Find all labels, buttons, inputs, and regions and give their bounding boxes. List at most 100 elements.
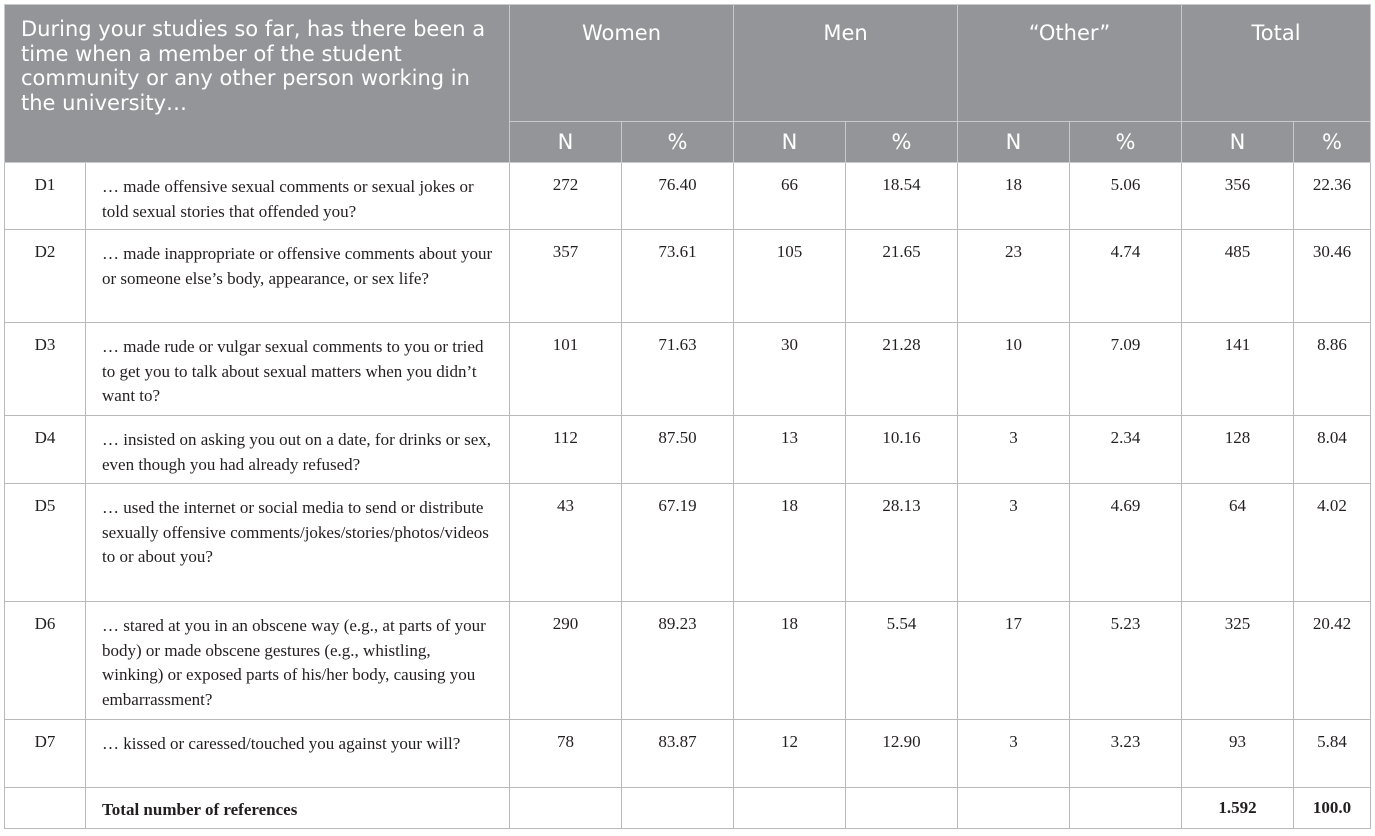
row-question: … made inappropriate or offensive commen… [85, 229, 510, 323]
row-id: D2 [4, 229, 86, 323]
table-row: D4 … insisted on asking you out on a dat… [4, 415, 1372, 484]
cell-other-pct: 7.09 [1069, 322, 1183, 416]
cell-men-n: 30 [733, 322, 847, 416]
total-references-pct: 100.0 [1293, 787, 1372, 829]
table-row: D1 … made offensive sexual comments or s… [4, 162, 1372, 230]
cell-total-pct: 20.42 [1293, 601, 1372, 720]
row-question: … kissed or caressed/touched you against… [85, 719, 510, 788]
cell-other-pct: 4.74 [1069, 229, 1183, 323]
cell-other-pct: 5.06 [1069, 162, 1183, 230]
subheader-men-n: N [733, 121, 847, 163]
cell-men-pct: 21.65 [845, 229, 959, 323]
subheader-total-pct: % [1293, 121, 1372, 163]
cell-total-n: 93 [1181, 719, 1295, 788]
cell-women-n: 112 [509, 415, 622, 484]
question-header: During your studies so far, has there be… [4, 4, 510, 163]
cell-men-pct: 28.13 [845, 483, 959, 602]
cell-men-n: 18 [733, 601, 847, 720]
subheader-women-pct: % [620, 121, 735, 163]
cell-women-n: 290 [509, 601, 622, 720]
empty-cell [620, 787, 735, 829]
cell-women-pct: 76.40 [620, 162, 735, 230]
table-row: D7 … kissed or caressed/touched you agai… [4, 719, 1372, 788]
total-row-id-cell [4, 787, 86, 829]
row-question: … stared at you in an obscene way (e.g.,… [85, 601, 510, 720]
group-header-men: Men [733, 4, 959, 122]
total-row-label: Total number of references [85, 787, 510, 829]
cell-other-n: 18 [957, 162, 1071, 230]
cell-total-pct: 8.86 [1293, 322, 1372, 416]
cell-women-pct: 89.23 [620, 601, 735, 720]
total-references-n: 1.592 [1181, 787, 1295, 829]
empty-cell [509, 787, 622, 829]
group-header-total: Total [1181, 4, 1372, 122]
cell-women-n: 78 [509, 719, 622, 788]
cell-other-n: 3 [957, 719, 1071, 788]
cell-women-n: 357 [509, 229, 622, 323]
cell-other-pct: 4.69 [1069, 483, 1183, 602]
cell-total-pct: 30.46 [1293, 229, 1372, 323]
cell-other-pct: 2.34 [1069, 415, 1183, 484]
cell-other-n: 3 [957, 483, 1071, 602]
cell-women-pct: 87.50 [620, 415, 735, 484]
subheader-men-pct: % [845, 121, 959, 163]
total-row: Total number of references 1.592 100.0 [4, 787, 1372, 829]
empty-cell [845, 787, 959, 829]
empty-cell [733, 787, 847, 829]
cell-total-n: 356 [1181, 162, 1295, 230]
cell-men-pct: 18.54 [845, 162, 959, 230]
table-row: D5 … used the internet or social media t… [4, 483, 1372, 602]
cell-men-pct: 10.16 [845, 415, 959, 484]
row-id: D5 [4, 483, 86, 602]
subheader-other-n: N [957, 121, 1071, 163]
row-id: D7 [4, 719, 86, 788]
cell-men-pct: 5.54 [845, 601, 959, 720]
table-row: D6 … stared at you in an obscene way (e.… [4, 601, 1372, 720]
group-header-women: Women [508, 4, 735, 122]
row-id: D4 [4, 415, 86, 484]
cell-women-n: 101 [509, 322, 622, 416]
cell-other-n: 3 [957, 415, 1071, 484]
cell-men-n: 12 [733, 719, 847, 788]
table-row: D3 … made rude or vulgar sexual comments… [4, 322, 1372, 416]
cell-men-pct: 12.90 [845, 719, 959, 788]
table-row: D2 … made inappropriate or offensive com… [4, 229, 1372, 323]
cell-other-pct: 5.23 [1069, 601, 1183, 720]
row-id: D1 [4, 162, 86, 230]
row-id: D6 [4, 601, 86, 720]
row-question: … insisted on asking you out on a date, … [85, 415, 510, 484]
cell-women-pct: 83.87 [620, 719, 735, 788]
cell-total-pct: 8.04 [1293, 415, 1372, 484]
cell-men-n: 66 [733, 162, 847, 230]
cell-total-pct: 22.36 [1293, 162, 1372, 230]
cell-other-n: 10 [957, 322, 1071, 416]
cell-other-n: 17 [957, 601, 1071, 720]
cell-men-n: 18 [733, 483, 847, 602]
cell-men-n: 13 [733, 415, 847, 484]
cell-women-pct: 67.19 [620, 483, 735, 602]
subheader-total-n: N [1181, 121, 1295, 163]
harassment-table: During your studies so far, has there be… [4, 4, 1372, 829]
cell-total-pct: 4.02 [1293, 483, 1372, 602]
cell-total-n: 128 [1181, 415, 1295, 484]
cell-men-n: 105 [733, 229, 847, 323]
cell-women-n: 272 [509, 162, 622, 230]
cell-women-n: 43 [509, 483, 622, 602]
cell-total-n: 64 [1181, 483, 1295, 602]
group-header-other: “Other” [957, 4, 1183, 122]
cell-other-n: 23 [957, 229, 1071, 323]
empty-cell [1069, 787, 1183, 829]
row-question: … made offensive sexual comments or sexu… [85, 162, 510, 230]
cell-men-pct: 21.28 [845, 322, 959, 416]
cell-total-n: 325 [1181, 601, 1295, 720]
row-id: D3 [4, 322, 86, 416]
cell-women-pct: 73.61 [620, 229, 735, 323]
subheader-women-n: N [509, 121, 622, 163]
empty-cell [957, 787, 1071, 829]
cell-total-n: 141 [1181, 322, 1295, 416]
cell-total-pct: 5.84 [1293, 719, 1372, 788]
cell-women-pct: 71.63 [620, 322, 735, 416]
row-question: … made rude or vulgar sexual comments to… [85, 322, 510, 416]
row-question: … used the internet or social media to s… [85, 483, 510, 602]
cell-other-pct: 3.23 [1069, 719, 1183, 788]
